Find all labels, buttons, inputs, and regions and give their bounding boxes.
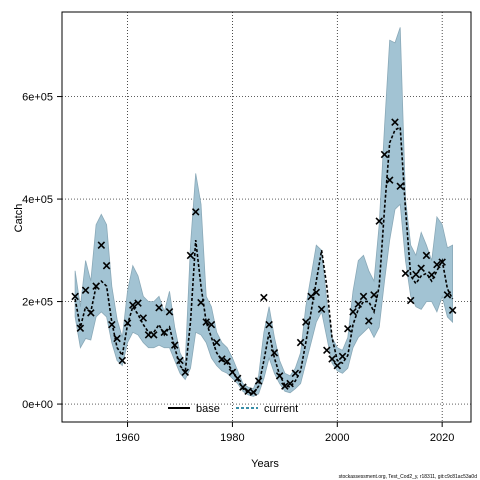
observed-point-1982: [239, 383, 247, 391]
observed-point-1957: [108, 320, 116, 329]
observed-point-2015: [412, 270, 420, 279]
observed-point-1966: [155, 303, 163, 312]
observed-point-1986: [260, 293, 268, 302]
legend-label-current: current: [264, 403, 298, 415]
observed-point-2020: [438, 258, 446, 266]
observed-point-2019: [433, 260, 441, 269]
observed-point-1991: [286, 379, 294, 388]
observed-point-1962: [134, 299, 142, 307]
observed-point-2006: [364, 317, 373, 325]
observed-point-1998: [323, 346, 331, 355]
observed-point-2000: [333, 361, 342, 370]
observed-point-1951: [76, 324, 85, 332]
y-tick-label-0: 0e+00: [22, 399, 53, 411]
x-axis: 1960 1980 2000 2020: [115, 422, 454, 444]
x-tick-label-3: 2020: [430, 432, 454, 444]
observed-point-1972: [186, 251, 195, 260]
y-tick-label-3: 6e+05: [22, 92, 53, 104]
observed-point-2022: [448, 306, 457, 315]
observed-point-1985: [254, 377, 263, 385]
observed-point-1987: [265, 320, 273, 329]
observed-point-2009: [380, 150, 389, 159]
observed-point-2005: [359, 292, 368, 301]
observed-point-2001: [338, 352, 347, 361]
observed-point-1950: [71, 292, 79, 301]
observed-point-1955: [97, 241, 106, 249]
observed-point-1980: [228, 368, 237, 377]
y-tick-label-1: 2e+05: [22, 297, 53, 309]
observed-point-1960: [123, 319, 132, 327]
series-line-current: [74, 126, 454, 395]
observed-point-1978: [218, 355, 226, 363]
observed-point-1967: [160, 328, 169, 337]
observed-point-1953: [87, 309, 95, 317]
observed-point-2012: [396, 182, 404, 191]
observed-point-2017: [422, 251, 431, 260]
observed-point-1975: [202, 318, 210, 326]
observed-point-1963: [139, 314, 148, 322]
observed-point-2010: [385, 176, 394, 184]
observed-point-1973: [191, 208, 200, 216]
observed-point-1979: [223, 357, 231, 366]
observed-point-1961: [129, 301, 137, 309]
observed-point-2008: [375, 217, 384, 225]
observed-points: [71, 118, 457, 397]
observed-point-1968: [165, 308, 174, 316]
observed-point-1971: [181, 368, 189, 377]
observed-point-1992: [291, 369, 300, 378]
legend: base current: [168, 403, 298, 415]
x-axis-title: Years: [251, 458, 279, 470]
observed-point-1965: [149, 331, 158, 339]
x-tick-label-0: 1960: [115, 432, 139, 444]
y-axis: 0e+00 2e+05 4e+05 6e+05: [22, 92, 62, 411]
observed-point-1959: [118, 356, 127, 365]
y-axis-title: Catch: [13, 204, 25, 233]
observed-point-2018: [427, 271, 436, 279]
observed-point-2004: [354, 300, 363, 308]
observed-point-1990: [281, 382, 289, 390]
grid-lines: [62, 12, 471, 422]
footnote: stockassessment.org, Test_Cod2_y, r18311…: [339, 474, 478, 480]
observed-point-2011: [391, 118, 399, 126]
observed-point-1996: [312, 288, 321, 297]
observed-point-1969: [170, 341, 179, 349]
observed-point-1995: [307, 292, 315, 301]
observed-point-2007: [370, 291, 378, 299]
observed-point-1976: [207, 320, 216, 329]
observed-point-1988: [270, 349, 279, 357]
observed-point-1974: [197, 298, 205, 307]
observed-point-1984: [249, 388, 258, 397]
observed-point-1999: [328, 355, 336, 363]
observed-point-1952: [81, 286, 90, 295]
observed-point-2013: [401, 269, 410, 278]
observed-point-1977: [212, 338, 221, 347]
observed-point-2016: [417, 264, 425, 273]
observed-point-1981: [233, 374, 242, 383]
x-tick-label-2: 2000: [325, 432, 349, 444]
observed-point-1970: [176, 356, 184, 365]
observed-point-2002: [344, 324, 352, 333]
observed-point-1958: [113, 334, 121, 343]
observed-point-1989: [275, 372, 284, 380]
observed-point-1994: [302, 318, 310, 326]
observed-point-2021: [443, 291, 452, 299]
observed-point-1997: [317, 305, 326, 314]
plot-frame: [61, 11, 472, 423]
observed-point-1993: [296, 338, 305, 347]
confidence-band: [74, 27, 453, 397]
observed-point-2014: [406, 296, 415, 305]
observed-point-2003: [349, 308, 357, 316]
observed-point-1956: [102, 261, 111, 270]
legend-label-base: base: [196, 403, 220, 415]
observed-point-1954: [92, 282, 100, 290]
x-tick-label-1: 1980: [220, 432, 244, 444]
y-tick-label-2: 4e+05: [22, 194, 53, 206]
